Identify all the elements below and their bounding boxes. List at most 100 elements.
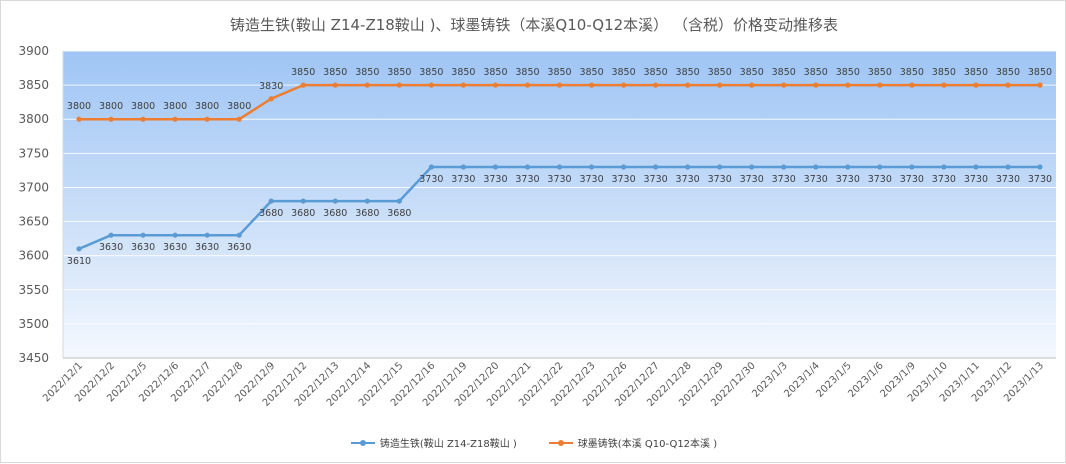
data-label: 3850	[483, 67, 507, 78]
data-label: 3730	[483, 174, 507, 185]
data-label: 3850	[579, 67, 603, 78]
data-point	[1005, 82, 1011, 88]
data-point	[172, 116, 178, 122]
data-point	[236, 116, 242, 122]
data-label: 3630	[227, 242, 251, 253]
data-labels: 3610 3630 3630 3630 3630 3630 3680 3680 3680 3680…	[67, 67, 1052, 267]
data-point	[204, 116, 210, 122]
data-label: 3850	[676, 67, 700, 78]
data-label: 3850	[772, 67, 796, 78]
data-point	[556, 164, 563, 170]
data-point	[941, 164, 947, 170]
data-label: 3730	[900, 174, 924, 185]
data-label: 3800	[227, 101, 251, 112]
data-point	[652, 82, 659, 88]
data-point	[300, 198, 306, 204]
data-point	[781, 82, 787, 88]
data-label: 3850	[451, 67, 475, 78]
plot-background	[63, 51, 1056, 358]
data-label: 3850	[708, 67, 732, 78]
data-point	[685, 82, 691, 88]
data-point	[460, 164, 467, 170]
data-point	[813, 82, 819, 88]
data-point	[172, 232, 178, 238]
data-point	[877, 164, 883, 170]
data-label: 3610	[67, 256, 91, 267]
data-point	[941, 82, 947, 88]
data-label: 3630	[163, 242, 187, 253]
data-label: 3730	[579, 174, 603, 185]
data-label: 3800	[163, 101, 187, 112]
y-tick-label: 3800	[18, 112, 49, 126]
data-point	[973, 82, 979, 88]
data-label: 3850	[996, 67, 1020, 78]
data-label: 3850	[740, 67, 764, 78]
data-point	[973, 164, 979, 170]
data-label: 3850	[547, 67, 571, 78]
data-label: 3630	[131, 242, 155, 253]
series-lines	[76, 82, 1043, 252]
data-label: 3850	[900, 67, 924, 78]
data-point	[396, 82, 402, 88]
data-point	[588, 164, 595, 170]
data-point	[76, 246, 82, 252]
data-label: 3730	[1028, 174, 1052, 185]
data-point	[492, 82, 499, 88]
data-point	[524, 82, 531, 88]
data-point	[685, 164, 691, 170]
data-point	[268, 198, 274, 204]
data-point	[332, 198, 338, 204]
data-label: 3850	[868, 67, 892, 78]
data-label: 3850	[387, 67, 411, 78]
data-point	[781, 164, 787, 170]
data-point	[428, 164, 434, 170]
data-point	[268, 96, 274, 102]
data-point	[140, 116, 146, 122]
data-label: 3730	[740, 174, 764, 185]
data-label: 3850	[1028, 67, 1052, 78]
legend-item-series-1: 球墨铸铁(本溪 Q10-Q12本溪 )	[548, 435, 718, 450]
data-point	[813, 164, 819, 170]
y-tick-label: 3900	[18, 44, 49, 58]
data-label: 3680	[387, 208, 411, 219]
x-axis: 2022/12/12022/12/22022/12/52022/12/62022…	[41, 357, 1056, 409]
data-point	[749, 82, 755, 88]
data-label: 3850	[323, 67, 347, 78]
data-label: 3800	[195, 101, 219, 112]
data-label: 3730	[451, 174, 475, 185]
data-point	[845, 82, 851, 88]
data-label: 3730	[644, 174, 668, 185]
data-label: 3730	[515, 174, 539, 185]
data-point	[1005, 164, 1011, 170]
data-label: 3730	[772, 174, 796, 185]
data-label: 3850	[932, 67, 956, 78]
data-label: 3850	[355, 67, 379, 78]
data-label: 3630	[195, 242, 219, 253]
y-tick-label: 3850	[18, 78, 49, 92]
data-point	[364, 82, 370, 88]
data-label: 3850	[611, 67, 635, 78]
data-label: 3850	[419, 67, 443, 78]
data-label: 3730	[611, 174, 635, 185]
data-point	[749, 164, 755, 170]
data-label: 3830	[259, 81, 283, 92]
data-point	[76, 116, 82, 122]
data-label: 3730	[964, 174, 988, 185]
data-point	[877, 82, 883, 88]
data-point	[620, 82, 627, 88]
legend: 铸造生铁(鞍山 Z14-Z18鞍山 ) 球墨铸铁(本溪 Q10-Q12本溪 )	[1, 435, 1066, 450]
data-point	[396, 198, 402, 204]
data-label: 3850	[291, 67, 315, 78]
legend-label-series-1: 球墨铸铁(本溪 Q10-Q12本溪 )	[577, 439, 718, 450]
data-point	[492, 164, 499, 170]
legend-swatch-series-1	[548, 438, 573, 448]
data-point	[620, 164, 627, 170]
data-label: 3800	[67, 101, 91, 112]
data-point	[140, 232, 146, 238]
data-label: 3730	[708, 174, 732, 185]
data-label: 3850	[804, 67, 828, 78]
data-point	[524, 164, 531, 170]
data-point	[1037, 164, 1043, 170]
